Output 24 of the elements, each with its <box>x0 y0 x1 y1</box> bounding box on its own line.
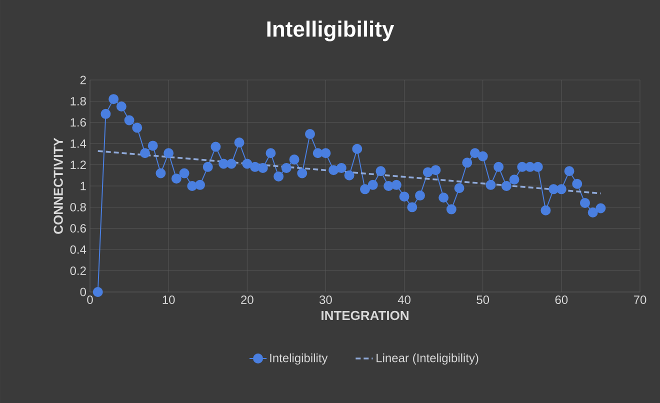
y-tick-label: 2 <box>80 76 86 84</box>
y-tick-label: 1 <box>80 182 86 190</box>
x-tick-label: 20 <box>241 296 254 304</box>
legend-label: Linear (Inteligibility) <box>376 353 478 365</box>
y-tick-label: 0.4 <box>70 245 86 254</box>
y-tick-label: 1.6 <box>70 118 86 127</box>
x-tick-label: 60 <box>555 296 568 304</box>
x-tick-label: 70 <box>634 296 646 304</box>
y-tick-label: 0.2 <box>70 266 86 276</box>
legend-label: Inteligibility <box>270 353 328 365</box>
y-tick-label: 0.8 <box>70 202 86 212</box>
x-axis-title: INTEGRATION <box>322 310 408 320</box>
y-axis-title: CONNECTIVITY <box>54 138 63 234</box>
y-tick-label: 1.4 <box>70 139 86 148</box>
x-tick-label: 40 <box>398 296 410 304</box>
x-tick-label: 10 <box>162 296 175 304</box>
x-tick-label: 30 <box>320 296 332 304</box>
y-tick-label: 1.8 <box>70 96 86 106</box>
chart-title: Intelligibility <box>267 20 394 42</box>
y-tick-label: 1.2 <box>70 160 86 169</box>
y-tick-label: 0.6 <box>70 224 86 233</box>
y-tick-label: 0 <box>80 288 86 296</box>
x-tick-label: 50 <box>476 296 490 304</box>
x-tick-label: 0 <box>87 296 93 304</box>
